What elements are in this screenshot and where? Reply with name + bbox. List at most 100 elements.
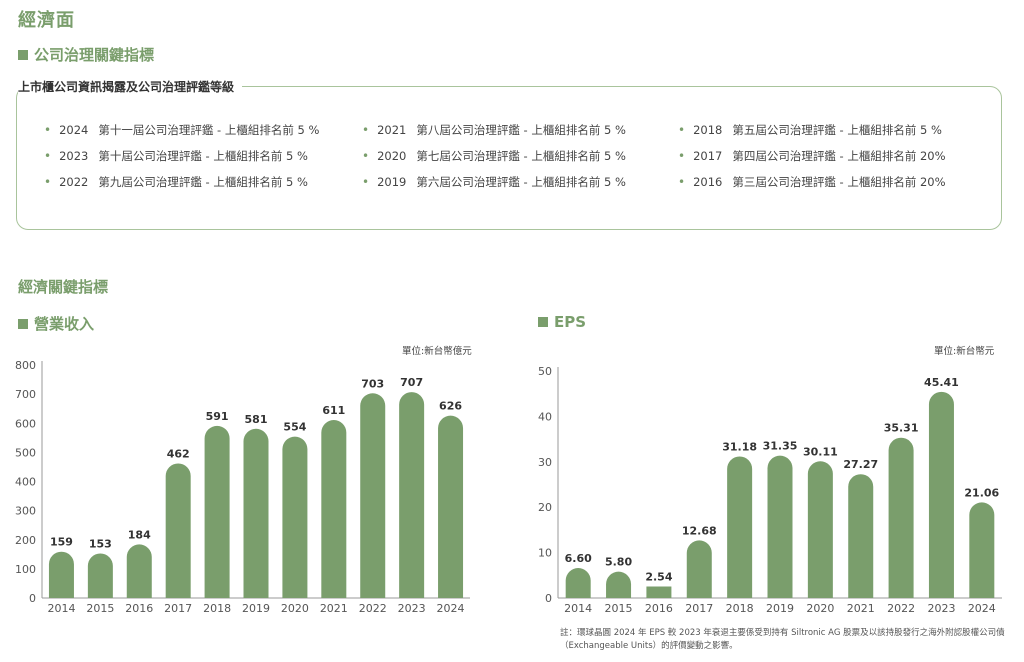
eps-title-text: EPS [554, 313, 587, 331]
x-tick-label: 2016 [125, 602, 153, 615]
data-label: 31.18 [722, 440, 757, 453]
bar [321, 420, 347, 598]
y-tick-label: 40 [538, 410, 552, 423]
data-label: 626 [439, 400, 462, 413]
x-tick-label: 2024 [968, 602, 996, 615]
y-tick-label: 0 [545, 592, 552, 605]
y-tick-label: 400 [15, 476, 36, 489]
x-tick-label: 2021 [847, 602, 875, 615]
x-tick-label: 2022 [359, 602, 387, 615]
bar [243, 428, 269, 598]
x-tick-label: 2015 [86, 602, 114, 615]
data-label: 2.54 [645, 570, 672, 583]
governance-item: • 2017 第四屆公司治理評鑑 - 上櫃組排名前 20% [678, 149, 946, 163]
x-tick-label: 2020 [281, 602, 309, 615]
bar [928, 391, 954, 598]
bar [126, 544, 152, 598]
x-tick-label: 2017 [685, 602, 713, 615]
y-tick-label: 200 [15, 534, 36, 547]
revenue-unit-label: 單位:新台幣億元 [402, 346, 472, 357]
bar [399, 392, 425, 598]
x-tick-label: 2014 [47, 602, 75, 615]
bar [360, 393, 386, 598]
y-tick-label: 50 [538, 365, 552, 378]
x-tick-label: 2016 [645, 602, 673, 615]
bar [686, 540, 712, 598]
data-label: 27.27 [843, 458, 878, 471]
x-tick-label: 2021 [320, 602, 348, 615]
data-label: 45.41 [924, 376, 959, 389]
bar [646, 586, 672, 598]
x-tick-label: 2022 [887, 602, 915, 615]
bar [807, 461, 833, 598]
data-label: 611 [322, 404, 345, 417]
governance-item: • 2018 第五屆公司治理評鑑 - 上櫃組排名前 5 % [678, 123, 942, 137]
data-label: 581 [245, 413, 268, 426]
y-tick-label: 20 [538, 501, 552, 514]
x-tick-label: 2018 [203, 602, 231, 615]
y-tick-label: 700 [15, 388, 36, 401]
revenue-bar-chart: 0 100 200 300 400 500 600 700 800 159 2014 153 2015 1… [15, 359, 470, 615]
bar [888, 437, 914, 598]
data-label: 462 [167, 447, 190, 460]
revenue-title-text: 營業收入 [34, 315, 95, 333]
governance-item: • 2016 第三屆公司治理評鑑 - 上櫃組排名前 20% [678, 175, 946, 189]
y-tick-label: 100 [15, 563, 36, 576]
data-label: 21.06 [964, 486, 999, 499]
governance-item: • 2023 第十屆公司治理評鑑 - 上櫃組排名前 5 % [44, 149, 308, 163]
bar [165, 463, 191, 598]
data-label: 30.11 [803, 445, 838, 458]
x-tick-label: 2017 [164, 602, 192, 615]
data-label: 703 [361, 377, 384, 390]
x-tick-label: 2015 [605, 602, 633, 615]
square-bullet-icon [18, 318, 28, 329]
bar [282, 436, 308, 598]
x-tick-label: 2024 [437, 602, 465, 615]
data-label: 184 [128, 528, 151, 541]
square-bullet-icon [18, 49, 28, 60]
revenue-chart-title: 營業收入 [18, 313, 94, 334]
data-label: 159 [50, 536, 73, 549]
governance-title-text: 公司治理關鍵指標 [34, 46, 155, 64]
data-label: 31.35 [763, 440, 798, 453]
page-title: 經濟面 [18, 10, 75, 31]
x-tick-label: 2019 [766, 602, 794, 615]
bar [565, 568, 591, 598]
data-label: 5.80 [605, 556, 632, 569]
square-bullet-icon [538, 317, 548, 327]
x-tick-label: 2023 [398, 602, 426, 615]
governance-item: • 2021 第八屆公司治理評鑑 - 上櫃組排名前 5 % [362, 123, 626, 137]
data-label: 35.31 [884, 422, 919, 435]
y-tick-label: 800 [15, 359, 36, 372]
bar [848, 474, 874, 598]
governance-item: • 2022 第九屆公司治理評鑑 - 上櫃組排名前 5 % [44, 175, 308, 189]
economic-section-title: 經濟關鍵指標 [18, 278, 109, 296]
eps-chart-title: EPS [538, 313, 586, 331]
governance-section-title: 公司治理關鍵指標 [18, 44, 154, 65]
data-label: 554 [283, 421, 306, 434]
bar [727, 456, 753, 598]
data-label: 12.68 [682, 524, 717, 537]
bar [87, 553, 113, 598]
governance-item: • 2024 第十一屆公司治理評鑑 - 上櫃組排名前 5 % [44, 123, 320, 137]
data-label: 153 [89, 537, 112, 550]
y-tick-label: 300 [15, 505, 36, 518]
governance-box [16, 86, 1002, 230]
data-label: 6.60 [565, 552, 592, 565]
x-tick-label: 2019 [242, 602, 270, 615]
y-tick-label: 500 [15, 446, 36, 459]
footnote: 註：環球晶圓 2024 年 EPS 較 2023 年衰退主要係受到持有 Silt… [560, 628, 1005, 651]
governance-item: • 2019 第六屆公司治理評鑑 - 上櫃組排名前 5 % [362, 175, 626, 189]
governance-box-label: 上市櫃公司資訊揭露及公司治理評鑑等級 [18, 78, 243, 95]
x-tick-label: 2020 [806, 602, 834, 615]
eps-unit-label: 單位:新台幣元 [934, 346, 995, 357]
x-tick-label: 2023 [927, 602, 955, 615]
governance-list: • 2024 第十一屆公司治理評鑑 - 上櫃組排名前 5 % • 2023 第十屆公司治… [44, 122, 984, 202]
bar [204, 425, 230, 598]
bar [438, 415, 464, 598]
x-tick-label: 2014 [564, 602, 592, 615]
data-label: 591 [206, 410, 229, 423]
bar [48, 551, 74, 598]
bar [767, 455, 793, 598]
x-tick-label: 2018 [726, 602, 754, 615]
